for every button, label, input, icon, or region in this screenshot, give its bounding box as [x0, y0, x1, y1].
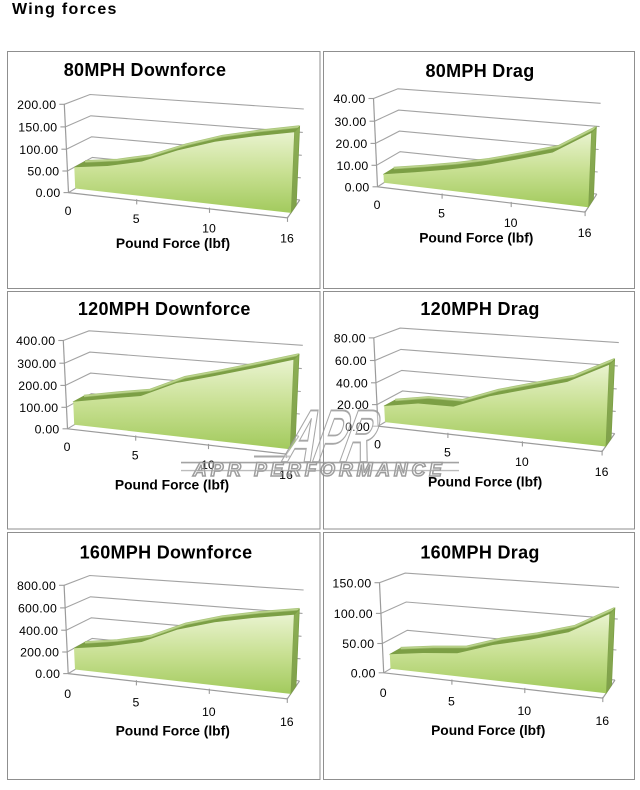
svg-text:80.00: 80.00	[334, 332, 366, 346]
svg-text:Pound Force (lbf): Pound Force (lbf)	[115, 477, 229, 492]
svg-text:5: 5	[132, 448, 139, 462]
svg-text:200.00: 200.00	[18, 379, 57, 393]
svg-text:5: 5	[132, 695, 139, 709]
svg-text:40.00: 40.00	[336, 376, 368, 390]
svg-text:0.00: 0.00	[345, 180, 370, 194]
svg-text:50.00: 50.00	[342, 637, 374, 651]
svg-text:10: 10	[515, 455, 529, 469]
svg-text:160MPH Downforce: 160MPH Downforce	[80, 542, 253, 562]
svg-text:20.00: 20.00	[337, 398, 369, 412]
svg-text:80MPH Drag: 80MPH Drag	[425, 61, 534, 81]
svg-text:80MPH Downforce: 80MPH Downforce	[64, 60, 227, 80]
svg-text:20.00: 20.00	[335, 137, 367, 151]
svg-text:150.00: 150.00	[332, 576, 371, 590]
svg-text:16: 16	[280, 231, 294, 245]
svg-text:200.00: 200.00	[20, 645, 59, 659]
svg-text:100.00: 100.00	[19, 401, 58, 415]
svg-text:0.00: 0.00	[35, 667, 60, 681]
svg-text:10: 10	[504, 215, 518, 229]
svg-text:5: 5	[444, 446, 451, 460]
svg-text:16: 16	[279, 468, 293, 482]
svg-text:5: 5	[438, 206, 445, 220]
svg-text:10: 10	[201, 458, 215, 472]
svg-text:400.00: 400.00	[16, 334, 55, 348]
svg-text:120MPH Downforce: 120MPH Downforce	[78, 299, 251, 319]
svg-text:50.00: 50.00	[27, 164, 59, 178]
svg-text:10: 10	[517, 704, 531, 718]
svg-text:0: 0	[374, 437, 381, 451]
svg-text:60.00: 60.00	[335, 354, 367, 368]
svg-text:10.00: 10.00	[336, 158, 368, 172]
svg-text:0: 0	[380, 686, 387, 700]
svg-text:5: 5	[448, 694, 455, 708]
svg-text:Pound Force (lbf): Pound Force (lbf)	[116, 723, 230, 738]
svg-text:16: 16	[595, 465, 609, 479]
svg-text:16: 16	[280, 714, 294, 728]
svg-text:0: 0	[64, 687, 71, 701]
svg-text:0.00: 0.00	[351, 666, 376, 680]
svg-text:600.00: 600.00	[18, 601, 57, 615]
svg-text:30.00: 30.00	[334, 114, 366, 128]
svg-text:10: 10	[202, 704, 216, 718]
svg-text:100.00: 100.00	[334, 607, 373, 621]
svg-text:0: 0	[65, 203, 72, 217]
svg-text:100.00: 100.00	[19, 142, 58, 156]
svg-text:160MPH Drag: 160MPH Drag	[420, 542, 539, 562]
svg-text:150.00: 150.00	[18, 120, 57, 134]
svg-text:Pound Force (lbf): Pound Force (lbf)	[428, 475, 542, 490]
svg-text:10: 10	[202, 221, 216, 235]
svg-text:120MPH Drag: 120MPH Drag	[420, 299, 539, 319]
svg-text:5: 5	[133, 212, 140, 226]
svg-text:Pound Force (lbf): Pound Force (lbf)	[431, 722, 545, 737]
svg-text:0: 0	[64, 440, 71, 454]
svg-text:0.00: 0.00	[345, 420, 370, 434]
svg-text:16: 16	[595, 714, 609, 728]
svg-text:0.00: 0.00	[35, 422, 60, 436]
svg-text:800.00: 800.00	[17, 578, 56, 592]
svg-text:Pound Force (lbf): Pound Force (lbf)	[116, 236, 230, 251]
svg-text:200.00: 200.00	[17, 97, 56, 111]
svg-text:16: 16	[578, 225, 592, 239]
svg-text:40.00: 40.00	[333, 92, 365, 106]
svg-text:300.00: 300.00	[17, 357, 56, 371]
svg-text:0: 0	[374, 198, 381, 212]
svg-text:0.00: 0.00	[36, 186, 61, 200]
svg-text:400.00: 400.00	[19, 623, 58, 637]
svg-text:Pound Force (lbf): Pound Force (lbf)	[419, 230, 533, 245]
